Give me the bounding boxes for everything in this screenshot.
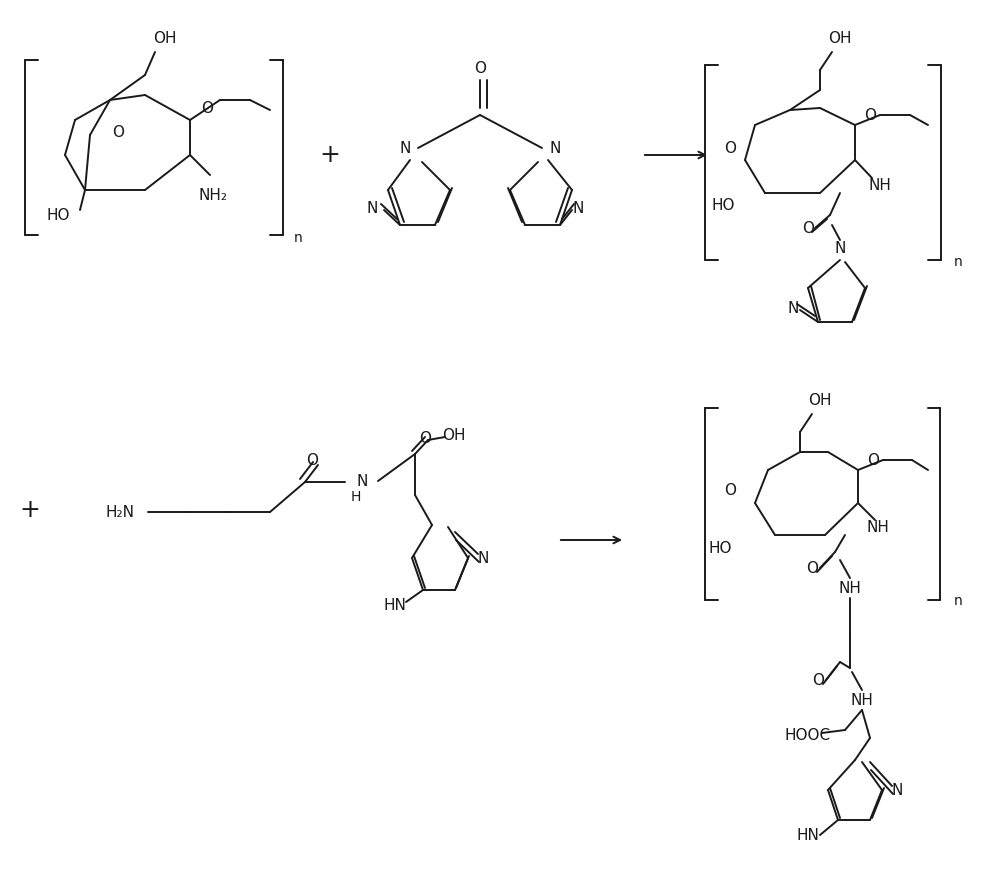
Text: N: N: [356, 473, 368, 488]
Text: n: n: [954, 594, 962, 608]
Text: HO: HO: [708, 540, 732, 556]
Text: NH: NH: [839, 581, 861, 596]
Text: HO: HO: [46, 208, 70, 222]
Text: HN: HN: [384, 598, 406, 613]
Text: N: N: [549, 141, 561, 156]
Text: +: +: [320, 143, 340, 167]
Text: N: N: [399, 141, 411, 156]
Text: n: n: [294, 231, 302, 245]
Text: NH₂: NH₂: [198, 187, 228, 202]
Text: OH: OH: [808, 392, 832, 408]
Text: N: N: [787, 300, 799, 315]
Text: N: N: [834, 240, 846, 255]
Text: O: O: [419, 430, 431, 445]
Text: H: H: [351, 490, 361, 504]
Text: O: O: [724, 483, 736, 497]
Text: N: N: [477, 550, 489, 565]
Text: N: N: [366, 201, 378, 216]
Text: OH: OH: [828, 30, 852, 46]
Text: OH: OH: [153, 30, 177, 46]
Text: O: O: [802, 220, 814, 236]
Text: N: N: [572, 201, 584, 216]
Text: NH: NH: [869, 177, 891, 193]
Text: NH: NH: [851, 693, 873, 708]
Text: O: O: [112, 125, 124, 140]
Text: OH: OH: [442, 427, 466, 443]
Text: HN: HN: [797, 828, 819, 842]
Text: O: O: [306, 452, 318, 468]
Text: HO: HO: [711, 197, 735, 212]
Text: O: O: [867, 452, 879, 468]
Text: O: O: [806, 561, 818, 575]
Text: +: +: [20, 498, 40, 522]
Text: O: O: [864, 108, 876, 123]
Text: H₂N: H₂N: [106, 504, 134, 520]
Text: n: n: [954, 255, 962, 269]
Text: O: O: [201, 100, 213, 116]
Text: HOOC: HOOC: [785, 728, 831, 743]
Text: O: O: [724, 141, 736, 156]
Text: N: N: [891, 782, 903, 797]
Text: NH: NH: [867, 520, 889, 535]
Text: O: O: [812, 673, 824, 687]
Text: O: O: [474, 61, 486, 75]
